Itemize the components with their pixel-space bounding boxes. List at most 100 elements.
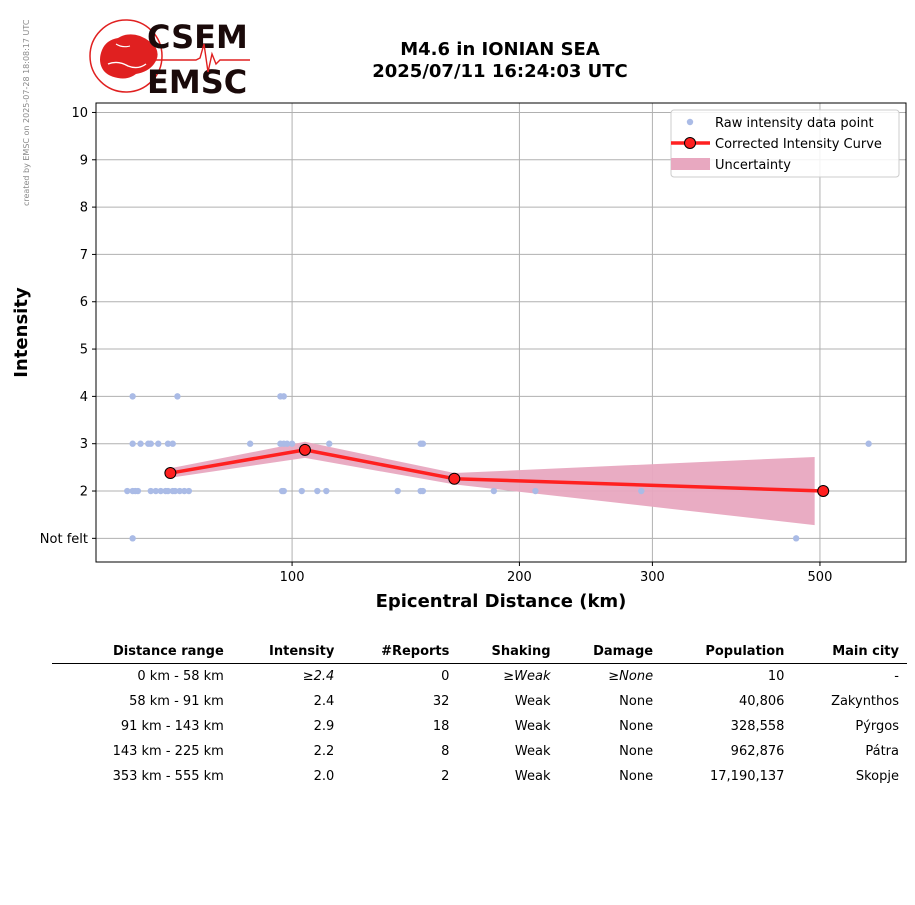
raw-data-point bbox=[164, 440, 172, 447]
table-row: 353 km - 555 km 2.0 2 Weak None 17,190,1… bbox=[52, 764, 907, 789]
raw-data-point bbox=[314, 487, 321, 495]
svg-text:CSEM: CSEM bbox=[147, 18, 248, 56]
raw-data-point bbox=[147, 440, 154, 447]
raw-data-point bbox=[280, 393, 287, 400]
raw-data-point bbox=[171, 487, 179, 495]
raw-data-point bbox=[326, 440, 333, 447]
raw-data-point bbox=[185, 487, 193, 495]
corrected-intensity-curve bbox=[170, 448, 824, 493]
x-tick-label: 500 bbox=[808, 570, 833, 585]
chart-title-line-2: 2025/07/11 16:24:03 UTC bbox=[372, 61, 628, 82]
raw-data-point bbox=[169, 440, 176, 447]
raw-data-point bbox=[137, 440, 144, 447]
raw-data-point bbox=[155, 440, 162, 447]
cell-reports: 32 bbox=[432, 694, 450, 709]
cell-damage: None bbox=[619, 694, 654, 709]
raw-data-point bbox=[394, 487, 401, 495]
y-tick-label: 9 bbox=[80, 153, 88, 168]
raw-data-point bbox=[181, 487, 188, 495]
x-tick-label: 300 bbox=[640, 570, 665, 585]
table-row: 58 km - 91 km 2.4 32 Weak None 40,806 Za… bbox=[52, 689, 907, 714]
raw-data-point bbox=[792, 535, 800, 542]
cell-reports: 2 bbox=[441, 769, 450, 784]
intensity-chart: Not felt 2 3 4 5 6 7 8 9 10 100 200 300 500 Epicentral… bbox=[11, 102, 907, 612]
legend-curve-marker bbox=[684, 137, 696, 149]
raw-data-point bbox=[147, 487, 154, 495]
cell-reports: 8 bbox=[441, 744, 450, 759]
legend-band-swatch bbox=[671, 158, 710, 170]
cell-damage: None bbox=[619, 769, 654, 784]
cell-population: 962,876 bbox=[730, 744, 785, 759]
x-tick-label: 100 bbox=[280, 570, 305, 585]
raw-data-point bbox=[280, 487, 287, 495]
raw-data-point bbox=[246, 440, 254, 447]
table-row: 0 km - 58 km ≥2.4 0 ≥Weak ≥None 10 - bbox=[52, 664, 907, 690]
cell-main-city: Pátra bbox=[865, 744, 899, 759]
curve-marker bbox=[817, 485, 830, 498]
raw-data-point bbox=[490, 487, 498, 495]
table-row: 91 km - 143 km 2.9 18 Weak None 328,558 … bbox=[52, 714, 907, 739]
intensity-table: Distance range Intensity #Reports Shakin… bbox=[52, 640, 907, 789]
raw-data-point bbox=[164, 487, 172, 495]
y-tick-label: 10 bbox=[71, 106, 88, 121]
cell-shaking: Weak bbox=[514, 719, 551, 734]
table-header-row: Distance range Intensity #Reports Shakin… bbox=[52, 640, 907, 664]
raw-data-point bbox=[124, 487, 131, 495]
raw-data-point bbox=[157, 487, 164, 495]
header-distance-range: Distance range bbox=[112, 644, 224, 659]
header-shaking: Shaking bbox=[491, 644, 551, 659]
cell-distance-range: 58 km - 91 km bbox=[129, 694, 224, 709]
legend-raw-label: Raw intensity data point bbox=[715, 116, 874, 131]
raw-data-point bbox=[288, 440, 296, 447]
cell-intensity: 2.2 bbox=[313, 744, 335, 759]
raw-data-point bbox=[129, 440, 136, 447]
raw-data-point bbox=[129, 393, 136, 400]
cell-distance-range: 0 km - 58 km bbox=[137, 669, 224, 684]
cell-distance-range: 143 km - 225 km bbox=[112, 744, 224, 759]
header-population: Population bbox=[705, 644, 785, 659]
cell-main-city: - bbox=[894, 669, 899, 684]
cell-population: 40,806 bbox=[738, 694, 785, 709]
legend-raw-marker bbox=[686, 118, 694, 126]
raw-data-point bbox=[129, 535, 136, 542]
cell-intensity: 2.9 bbox=[313, 719, 335, 734]
x-tick-label: 200 bbox=[507, 570, 532, 585]
y-axis-label: Intensity bbox=[11, 287, 32, 378]
cell-shaking: Weak bbox=[514, 744, 551, 759]
cell-shaking: Weak bbox=[514, 694, 551, 709]
cell-distance-range: 353 km - 555 km bbox=[112, 769, 224, 784]
raw-data-point bbox=[323, 487, 330, 495]
header-intensity: Intensity bbox=[269, 644, 335, 659]
legend-band-label: Uncertainty bbox=[715, 158, 791, 173]
raw-data-point bbox=[174, 393, 181, 400]
cell-population: 17,190,137 bbox=[710, 769, 785, 784]
curve-marker bbox=[448, 472, 461, 485]
cell-main-city: Skopje bbox=[855, 769, 899, 784]
header-damage: Damage bbox=[593, 644, 654, 659]
cell-reports: 18 bbox=[432, 719, 450, 734]
raw-data-point bbox=[419, 440, 427, 447]
y-tick-label: 5 bbox=[80, 343, 88, 358]
x-axis-label: Epicentral Distance (km) bbox=[376, 591, 627, 612]
chart-title-line-1: M4.6 in IONIAN SEA bbox=[400, 39, 600, 60]
raw-data-point bbox=[298, 487, 305, 495]
curve-marker bbox=[164, 467, 177, 480]
y-tick-label: Not felt bbox=[40, 532, 88, 547]
raw-data-point bbox=[532, 487, 539, 495]
header-reports: #Reports bbox=[381, 644, 450, 659]
cell-damage: None bbox=[619, 719, 654, 734]
y-tick-label: 6 bbox=[80, 295, 88, 310]
raw-data-point bbox=[152, 487, 159, 495]
svg-text:EMSC: EMSC bbox=[147, 63, 247, 100]
raw-data-point bbox=[134, 487, 142, 495]
raw-data-point bbox=[865, 440, 872, 447]
header-main-city: Main city bbox=[832, 644, 899, 659]
raw-data-point bbox=[176, 487, 183, 495]
raw-data-point bbox=[419, 487, 427, 495]
cell-main-city: Zakynthos bbox=[831, 694, 899, 709]
cell-distance-range: 91 km - 143 km bbox=[120, 719, 224, 734]
plot-frame bbox=[95, 102, 907, 563]
cell-population: 10 bbox=[767, 669, 785, 684]
cell-intensity: 2.0 bbox=[313, 769, 335, 784]
y-tick-label: 2 bbox=[80, 485, 88, 500]
